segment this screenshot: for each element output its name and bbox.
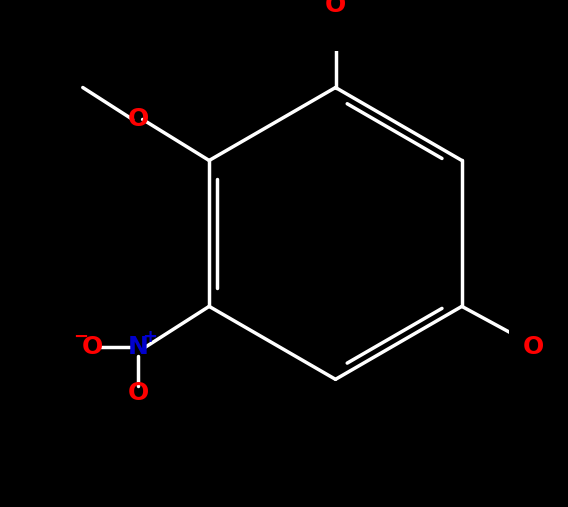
Text: +: + <box>142 329 157 346</box>
Text: O: O <box>325 0 346 17</box>
Text: −: − <box>73 329 89 346</box>
Text: O: O <box>127 107 149 131</box>
Text: N: N <box>128 336 148 359</box>
Text: O: O <box>127 381 149 405</box>
Text: O: O <box>82 336 103 359</box>
Text: O: O <box>523 336 544 359</box>
